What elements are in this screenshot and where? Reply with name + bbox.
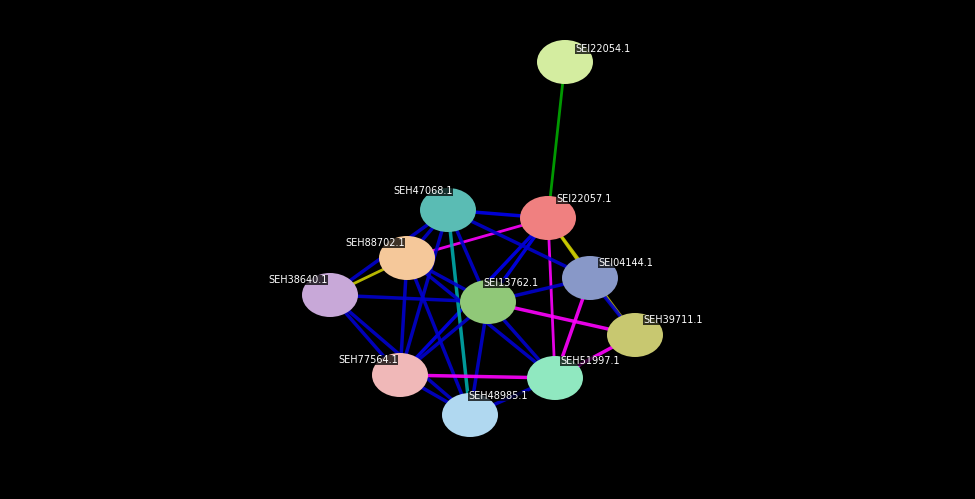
Text: SEI04144.1: SEI04144.1 [598,258,653,268]
Text: SEH88702.1: SEH88702.1 [345,238,405,248]
Text: SEH38640.1: SEH38640.1 [268,275,328,285]
Ellipse shape [537,40,593,84]
Ellipse shape [379,236,435,280]
Text: SEI22057.1: SEI22057.1 [556,194,611,204]
Text: SEH77564.1: SEH77564.1 [338,355,398,365]
Ellipse shape [442,393,498,437]
Text: SEI22054.1: SEI22054.1 [575,44,630,54]
Ellipse shape [527,356,583,400]
Ellipse shape [372,353,428,397]
Ellipse shape [302,273,358,317]
Text: SEI13762.1: SEI13762.1 [483,278,538,288]
Text: SEH47068.1: SEH47068.1 [393,186,452,196]
Ellipse shape [562,256,618,300]
Ellipse shape [607,313,663,357]
Text: SEH51997.1: SEH51997.1 [560,356,620,366]
Ellipse shape [420,188,476,232]
Text: SEH39711.1: SEH39711.1 [643,315,703,325]
Ellipse shape [460,280,516,324]
Ellipse shape [520,196,576,240]
Text: SEH48985.1: SEH48985.1 [468,391,527,401]
